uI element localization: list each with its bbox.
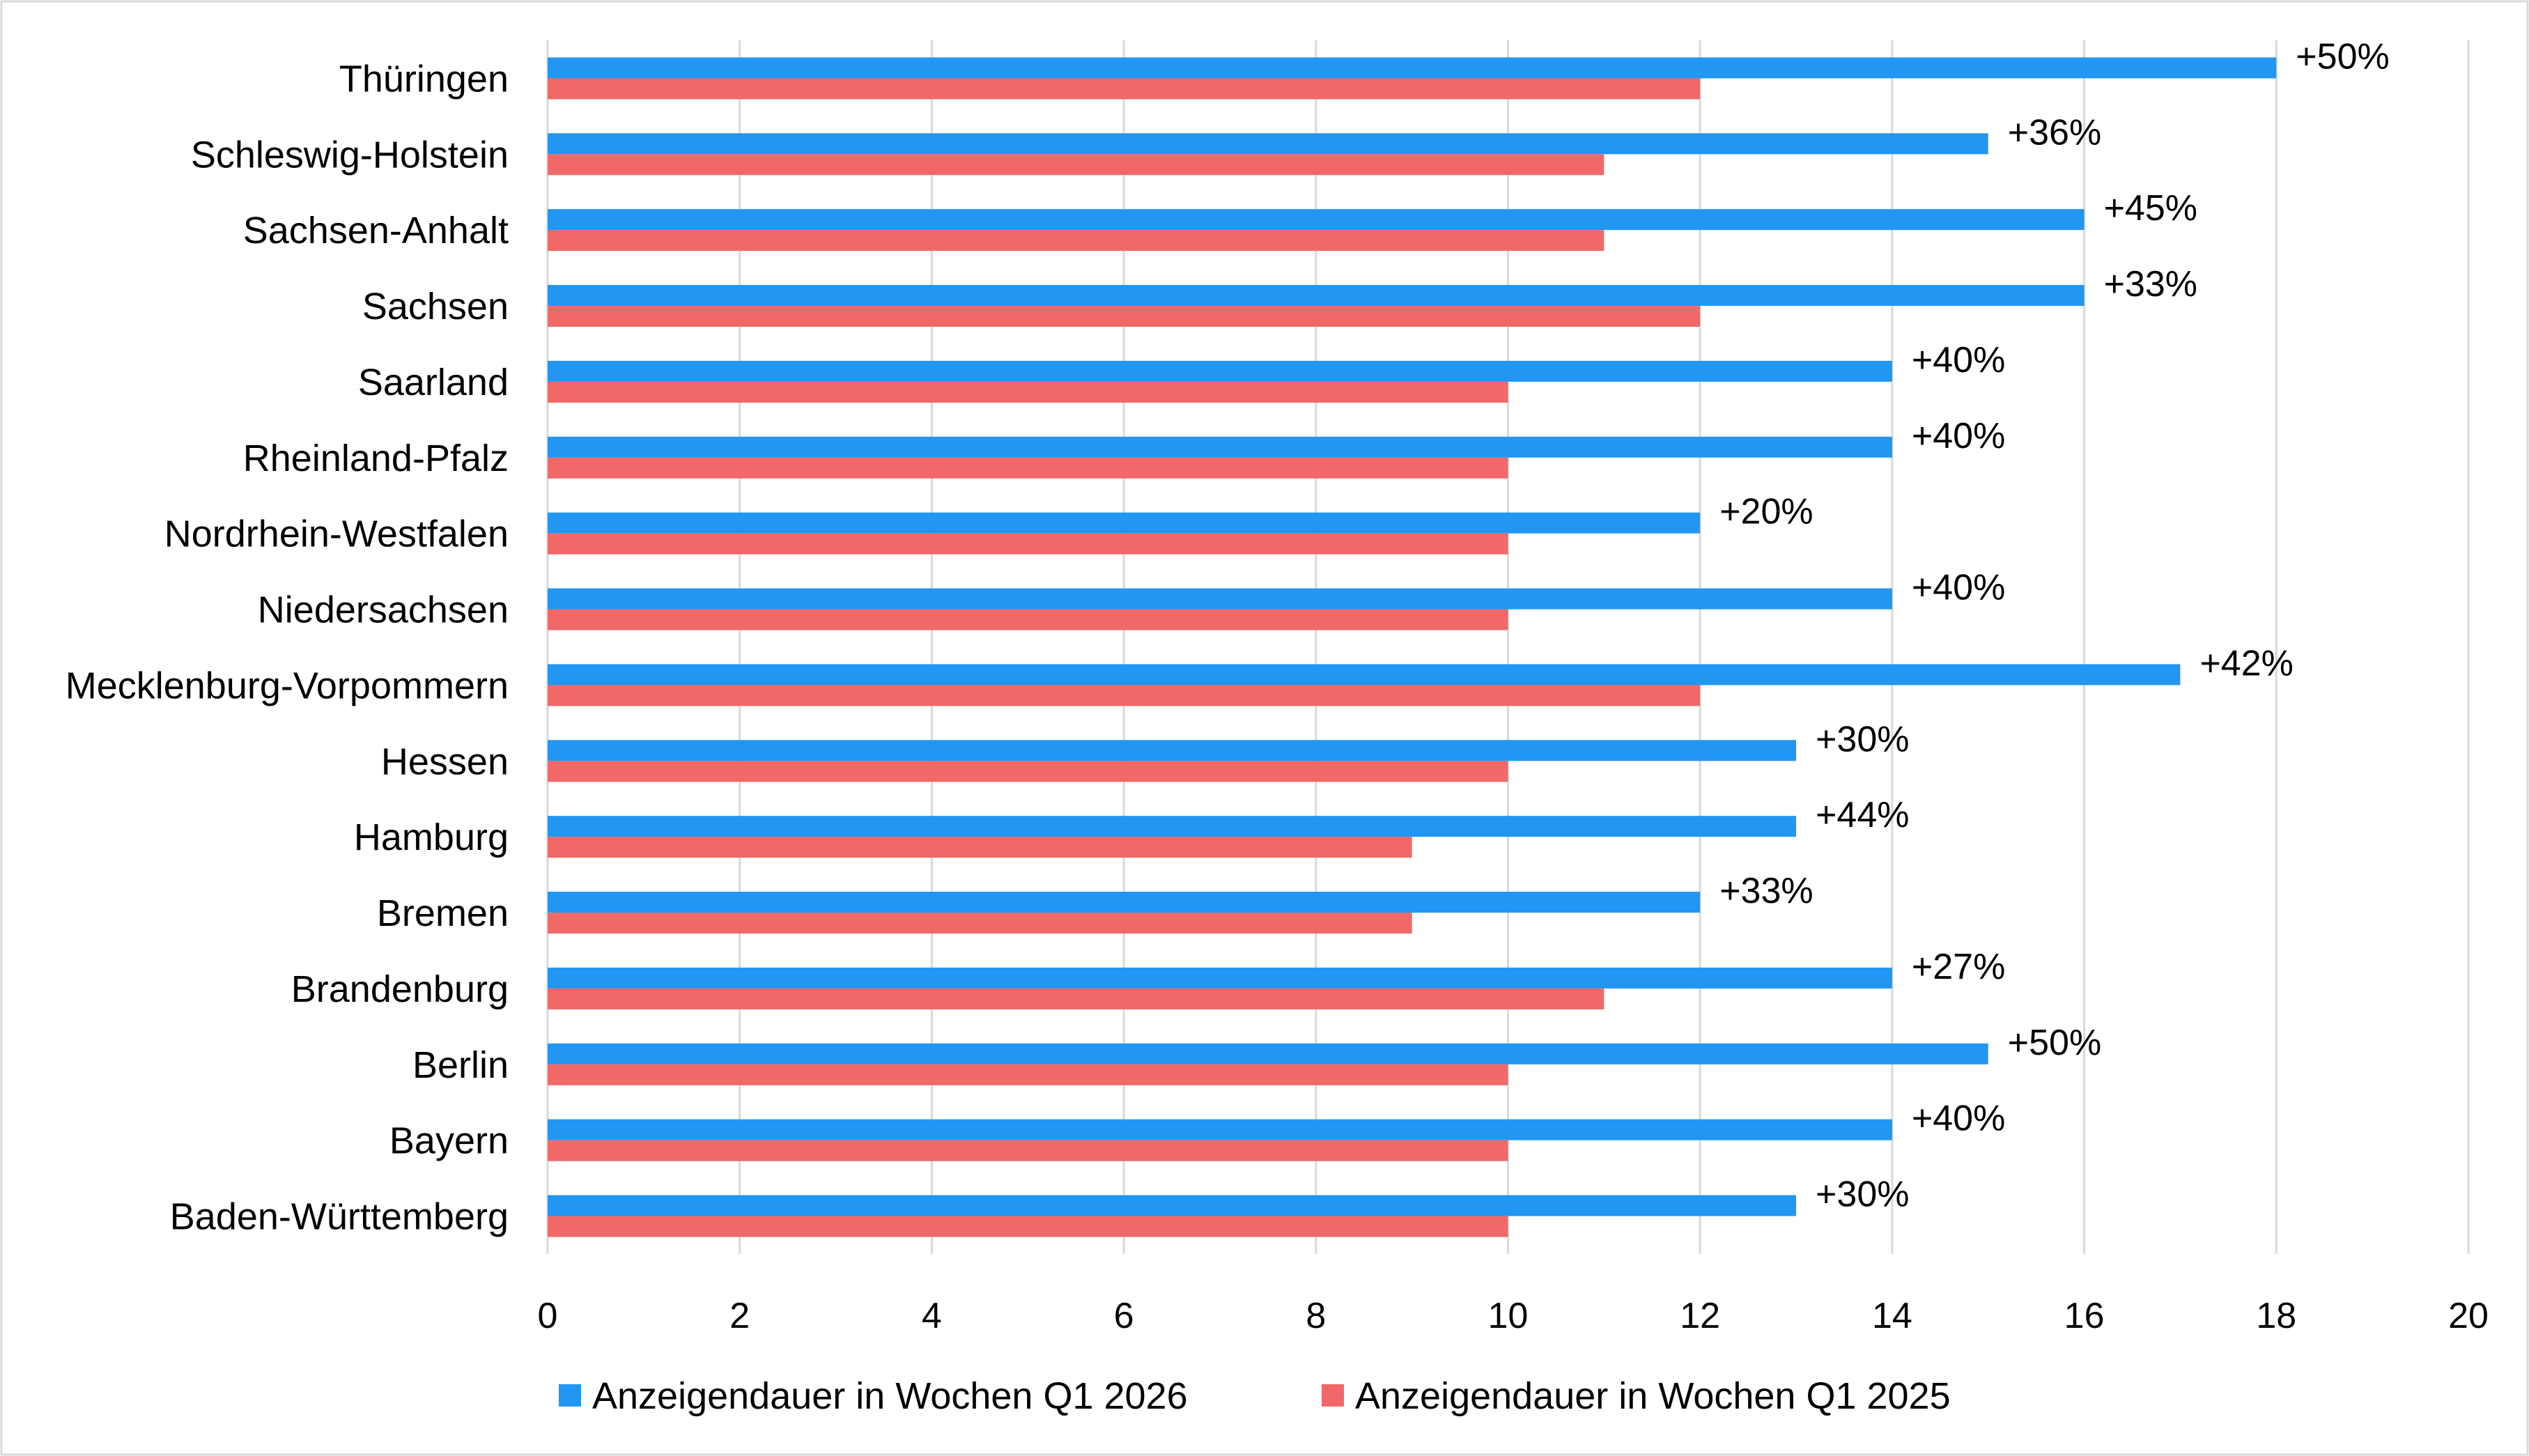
bar-q1-2026-bremen (548, 892, 1701, 913)
data-label-nordrhein-westfalen: +20% (1719, 492, 1813, 532)
bar-q1-2026-nordrhein-westfalen (548, 512, 1701, 534)
bar-q1-2026-rheinland-pfalz (548, 436, 1892, 458)
x-tick-label-8: 8 (1306, 1296, 1326, 1336)
bar-q1-2026-schleswig-holstein (548, 133, 1988, 155)
data-label-baden-w-rttemberg: +30% (1816, 1175, 1909, 1215)
bar-q1-2026-baden-w-rttemberg (548, 1195, 1797, 1216)
bar-q1-2025-berlin (548, 1064, 1508, 1085)
category-label-hessen: Hessen (381, 741, 509, 782)
bar-q1-2025-bremen (548, 913, 1412, 934)
bar-q1-2025-baden-w-rttemberg (548, 1216, 1508, 1237)
bar-q1-2025-bayern (548, 1140, 1508, 1161)
category-label-th-ringen: Thüringen (339, 58, 509, 100)
bar-q1-2026-brandenburg (548, 967, 1892, 989)
category-label-baden-w-rttemberg: Baden-Württemberg (170, 1196, 509, 1238)
bar-q1-2026-hamburg (548, 816, 1797, 837)
category-label-sachsen: Sachsen (362, 286, 509, 327)
category-label-saarland: Saarland (358, 362, 509, 403)
bar-q1-2026-hessen (548, 740, 1797, 761)
x-tick-label-18: 18 (2256, 1296, 2296, 1336)
bar-q1-2026-berlin (548, 1043, 1988, 1064)
bar-q1-2025-saarland (548, 381, 1508, 403)
bar-q1-2025-hessen (548, 761, 1508, 782)
category-label-schleswig-holstein: Schleswig-Holstein (191, 134, 509, 176)
bar-q1-2026-th-ringen (548, 57, 2277, 79)
bar-q1-2026-saarland (548, 360, 1892, 382)
legend-q1-2025-swatch (1322, 1384, 1344, 1407)
bar-q1-2025-niedersachsen (548, 609, 1508, 630)
data-label-sachsen: +33% (2104, 264, 2197, 304)
legend-q1-2025-label: Anzeigendauer in Wochen Q1 2025 (1355, 1375, 1951, 1417)
category-label-berlin: Berlin (412, 1044, 509, 1086)
category-label-nordrhein-westfalen: Nordrhein-Westfalen (164, 513, 509, 555)
bar-q1-2025-sachsen (548, 306, 1701, 327)
category-label-sachsen-anhalt: Sachsen-Anhalt (243, 210, 509, 251)
bar-q1-2025-brandenburg (548, 988, 1604, 1009)
bar-q1-2025-th-ringen (548, 78, 1701, 100)
bar-q1-2026-sachsen-anhalt (548, 209, 2085, 231)
category-label-brandenburg: Brandenburg (291, 968, 509, 1010)
data-label-niedersachsen: +40% (1912, 568, 2005, 608)
legend-q1-2026-label: Anzeigendauer in Wochen Q1 2026 (592, 1375, 1188, 1417)
x-tick-label-20: 20 (2448, 1296, 2489, 1336)
bar-q1-2025-rheinland-pfalz (548, 457, 1508, 479)
bar-q1-2025-hamburg (548, 837, 1412, 858)
category-label-bayern: Bayern (389, 1120, 509, 1162)
category-label-bremen: Bremen (377, 892, 509, 934)
category-label-mecklenburg-vorpommern: Mecklenburg-Vorpommern (65, 665, 509, 706)
bar-q1-2026-niedersachsen (548, 588, 1892, 610)
data-label-schleswig-holstein: +36% (2008, 112, 2101, 153)
data-label-hessen: +30% (1816, 719, 1909, 759)
data-label-bremen: +33% (1719, 871, 1813, 911)
x-tick-label-4: 4 (922, 1296, 942, 1336)
data-label-hamburg: +44% (1816, 795, 1909, 835)
data-label-bayern: +40% (1912, 1099, 2005, 1139)
x-tick-label-14: 14 (1872, 1296, 1912, 1336)
bar-q1-2025-sachsen-anhalt (548, 230, 1604, 251)
category-label-hamburg: Hamburg (354, 816, 509, 858)
bar-q1-2025-nordrhein-westfalen (548, 533, 1508, 555)
x-tick-label-12: 12 (1680, 1296, 1720, 1336)
data-label-berlin: +50% (2008, 1023, 2101, 1063)
data-label-mecklenburg-vorpommern: +42% (2199, 643, 2293, 683)
bar-q1-2026-sachsen (548, 285, 2085, 307)
legend-q1-2026-swatch (559, 1384, 581, 1407)
data-label-sachsen-anhalt: +45% (2104, 188, 2197, 229)
bar-q1-2026-mecklenburg-vorpommern (548, 664, 2181, 686)
data-label-rheinland-pfalz: +40% (1912, 416, 2005, 456)
bar-q1-2025-schleswig-holstein (548, 154, 1604, 176)
data-label-th-ringen: +50% (2296, 36, 2389, 77)
x-tick-label-6: 6 (1114, 1296, 1134, 1336)
category-label-rheinland-pfalz: Rheinland-Pfalz (243, 437, 509, 479)
x-tick-label-0: 0 (538, 1296, 558, 1336)
x-tick-label-10: 10 (1488, 1296, 1529, 1336)
data-label-brandenburg: +27% (1912, 947, 2005, 987)
bar-q1-2025-mecklenburg-vorpommern (548, 685, 1701, 706)
category-label-niedersachsen: Niedersachsen (258, 589, 509, 631)
bar-q1-2026-bayern (548, 1119, 1892, 1140)
x-tick-label-2: 2 (729, 1296, 750, 1336)
x-tick-label-16: 16 (2064, 1296, 2105, 1336)
data-label-saarland: +40% (1912, 340, 2005, 380)
